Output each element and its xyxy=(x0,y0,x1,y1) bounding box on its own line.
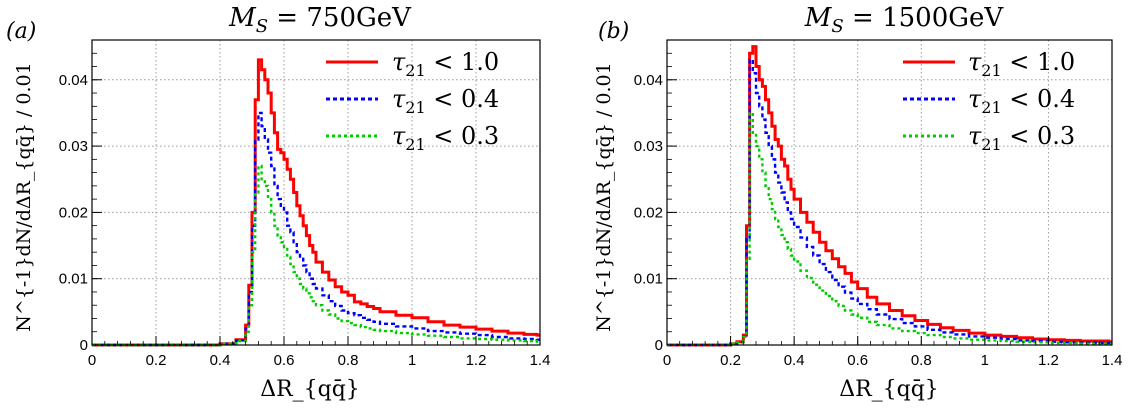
panel-a-tag: (a) xyxy=(6,19,36,44)
panel-b-legend-0-rest: < 1.0 xyxy=(1002,48,1076,76)
panel-b: (b) MS = 1500GeV N^{-1}dN/dΔR_{qq̄} / 0.… xyxy=(593,3,1122,402)
panel-a-frame xyxy=(91,39,541,346)
panel-a-legend-0-rest: < 1.0 xyxy=(426,48,500,76)
panel-a-series-line-0 xyxy=(92,58,540,347)
panel-a-x-tick-label-1: 0.2 xyxy=(146,352,167,369)
panel-a-series-line-2 xyxy=(92,164,540,347)
panel-a-legend-label-1: τ21 < 0.4 xyxy=(392,85,499,117)
panel-a-x-tick-label-5: 1 xyxy=(408,352,416,369)
panel-b-legend-label-0: τ21 < 1.0 xyxy=(968,48,1075,80)
panel-a-legend-2-rest: < 0.3 xyxy=(426,122,500,150)
panel-a-legend-1-sym: τ xyxy=(392,85,406,113)
panel-a-x-tick-label-7: 1.4 xyxy=(530,352,551,369)
panel-a-title-rest: = 750GeV xyxy=(268,3,412,33)
panel-b-legend-2-sub: 21 xyxy=(981,135,1001,154)
panel-b-x-tick-label-2: 0.4 xyxy=(784,352,805,369)
panel-b-legend: τ21 < 1.0 τ21 < 0.4 τ21 < 0.3 xyxy=(903,48,1075,154)
panel-b-y-axis-label: N^{-1}dN/dΔR_{qq̄} / 0.01 xyxy=(593,62,615,331)
panel-b-legend-2-sym: τ xyxy=(968,122,982,150)
panel-b-frame xyxy=(666,39,1113,346)
panel-b-series-line-1 xyxy=(667,58,1112,347)
panel-a-title: MS = 750GeV xyxy=(228,3,412,37)
panel-b-legend-label-1: τ21 < 0.4 xyxy=(968,85,1075,117)
panel-a-y-tick-label-3: 0.03 xyxy=(59,138,88,155)
panel-b-y-tick-label-2: 0.02 xyxy=(634,204,663,221)
panel-b-x-tick-label-3: 0.6 xyxy=(847,352,868,369)
panel-a-x-tick-label-3: 0.6 xyxy=(274,352,295,369)
panel-b-x-axis-label: ΔR_{qq̄} xyxy=(839,377,939,402)
panel-b-legend-label-2: τ21 < 0.3 xyxy=(968,122,1075,154)
panel-a-legend-1-rest: < 0.4 xyxy=(426,85,500,113)
panel-b-title-rest: = 1500GeV xyxy=(844,3,1005,33)
panel-b-x-tick-label-1: 0.2 xyxy=(720,352,741,369)
panel-a-y-tick-label-4: 0.04 xyxy=(59,72,88,89)
panel-a-legend-0-sub: 21 xyxy=(405,61,425,80)
panel-a-y-tick-label-1: 0.01 xyxy=(59,271,88,288)
panel-a-x-tick-label-4: 0.8 xyxy=(338,352,359,369)
panel-a-x-axis-label: ΔR_{qq̄} xyxy=(260,377,360,402)
panel-b-y-tick-label-1: 0.01 xyxy=(634,271,663,288)
panel-b-series xyxy=(667,45,1112,347)
panel-b-x-tick-label-6: 1.2 xyxy=(1038,352,1059,369)
panel-a-legend-1-sub: 21 xyxy=(405,98,425,117)
panel-b-x-tick-label-0: 0 xyxy=(663,352,671,369)
panel-b-y-tick-label-0: 0 xyxy=(655,337,663,354)
panel-b-x-tick-label-5: 1 xyxy=(981,352,989,369)
panel-a-grid xyxy=(92,40,540,345)
panel-b-legend-1-sub: 21 xyxy=(981,98,1001,117)
panel-b-y-tick-label-3: 0.03 xyxy=(634,138,663,155)
panel-a-x-tick-label-0: 0 xyxy=(88,352,96,369)
panel-a-legend-2-sub: 21 xyxy=(405,135,425,154)
panel-b-x-tick-label-7: 1.4 xyxy=(1102,352,1123,369)
panel-b-title-main: M xyxy=(804,3,833,33)
panel-a-y-axis-label: N^{-1}dN/dΔR_{qq̄} / 0.01 xyxy=(13,62,35,331)
panel-b-legend-2-rest: < 0.3 xyxy=(1002,122,1076,150)
panel-b-legend-0-sub: 21 xyxy=(981,61,1001,80)
panel-b-title: MS = 1500GeV xyxy=(804,3,1005,37)
panel-a-series-line-1 xyxy=(92,111,540,347)
panel-b-series-line-0 xyxy=(667,45,1112,347)
panel-a-series xyxy=(92,58,540,347)
panel-b-y-tick-label-4: 0.04 xyxy=(634,72,663,89)
panel-b-legend-0-sym: τ xyxy=(968,48,982,76)
panel-b-series-line-2 xyxy=(667,111,1112,347)
panel-a-x-tick-label-2: 0.4 xyxy=(210,352,231,369)
panel-b-legend-1-sym: τ xyxy=(968,85,982,113)
panel-a-x-tick-label-6: 1.2 xyxy=(466,352,487,369)
panel-a-legend-2-sym: τ xyxy=(392,122,406,150)
panel-b-tag: (b) xyxy=(598,19,629,44)
panel-a-legend-label-0: τ21 < 1.0 xyxy=(392,48,499,80)
panel-a-legend-0-sym: τ xyxy=(392,48,406,76)
panel-a-title-main: M xyxy=(228,3,257,33)
panel-a: (a) MS = 750GeV N^{-1}dN/dΔR_{qq̄} / 0.0… xyxy=(6,3,550,402)
panel-a-ticks: 0 0.2 0.4 0.6 0.8 1 1.2 1.4 0 0.01 0.02 0.03 0.04 xyxy=(59,39,551,369)
panel-a-legend: τ21 < 1.0 τ21 < 0.4 τ21 < 0.3 xyxy=(326,48,499,154)
panel-b-ticks: 0 0.2 0.4 0.6 0.8 1 1.2 1.4 0 0.01 0.02 0.03 0.04 xyxy=(634,39,1123,369)
panel-a-title-sub: S xyxy=(256,16,268,37)
panel-a-y-tick-label-0: 0 xyxy=(80,337,88,354)
panel-b-legend-1-rest: < 0.4 xyxy=(1002,85,1076,113)
panel-b-title-sub: S xyxy=(831,16,843,37)
panel-b-x-tick-label-4: 0.8 xyxy=(911,352,932,369)
panel-a-y-tick-label-2: 0.02 xyxy=(59,204,88,221)
panel-a-legend-label-2: τ21 < 0.3 xyxy=(392,122,499,154)
